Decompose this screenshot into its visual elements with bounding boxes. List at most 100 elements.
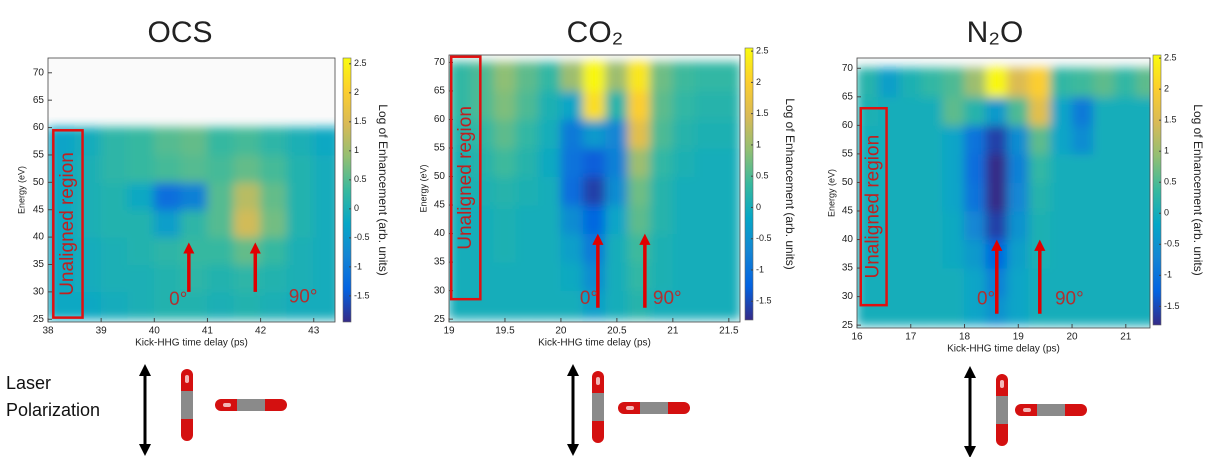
heatmap-cell — [649, 261, 674, 292]
y-tick-label: 45 — [33, 204, 45, 215]
heatmap-cell — [605, 176, 629, 206]
heatmap-cell — [1136, 67, 1150, 98]
x-tick-label: 20 — [555, 326, 567, 337]
heatmap — [48, 127, 335, 320]
heatmap-cell — [1114, 124, 1138, 155]
heatmap-cell — [180, 181, 208, 211]
heatmap-cell — [74, 236, 102, 265]
heatmap-cell — [582, 233, 607, 263]
heatmap-cell — [470, 261, 495, 292]
x-tick-label: 19.5 — [495, 326, 515, 337]
heatmap — [449, 61, 740, 320]
heatmap-cell — [921, 124, 944, 155]
y-tick-label: 40 — [842, 234, 854, 245]
heatmap-cell — [74, 181, 102, 211]
heatmap-cell — [260, 263, 288, 293]
heatmap-cell — [672, 233, 696, 263]
heatmap-cell — [560, 118, 584, 149]
x-tick-label: 21.5 — [719, 326, 739, 337]
heatmap-cell — [286, 209, 315, 238]
heatmap-cell — [515, 290, 540, 320]
heatmap-cell — [233, 291, 262, 320]
heatmap-cell — [538, 233, 562, 263]
heatmap-cell — [470, 290, 495, 320]
heatmap-cell — [286, 263, 315, 293]
heatmap-cell — [260, 291, 288, 320]
x-tick-label: 19 — [443, 326, 455, 337]
heatmap-cell — [717, 118, 740, 149]
colorbar-label: Log of Enhancement (arb. units) — [783, 98, 797, 269]
heatmap-cell — [127, 154, 155, 183]
y-tick-label: 55 — [434, 143, 446, 154]
colorbar-tick-label: -1 — [354, 261, 362, 271]
heatmap-cell — [605, 290, 629, 320]
region-box — [449, 55, 482, 301]
heatmap-cell — [206, 263, 235, 293]
heatmap-cell — [153, 291, 182, 320]
heatmap-cell — [313, 181, 335, 211]
heatmap-cell — [921, 239, 944, 269]
y-tick-label: 45 — [434, 200, 446, 211]
y-tick-label: 30 — [842, 291, 854, 302]
colorbar — [744, 47, 754, 321]
heatmap-cell — [1093, 153, 1116, 183]
heatmap-cell — [180, 209, 208, 238]
y-tick-label: 65 — [842, 91, 854, 102]
heatmap-cell — [449, 61, 472, 92]
heatmap-cell — [286, 154, 315, 183]
heatmap-cell — [1071, 210, 1095, 241]
x-axis-label: Kick-HHG time delay (ps) — [947, 344, 1060, 355]
heatmap-cell — [717, 261, 740, 292]
heatmap-cell — [627, 176, 651, 206]
y-tick-label: 40 — [434, 228, 446, 239]
heatmap-cell — [942, 67, 966, 98]
heatmap-cell — [857, 239, 880, 269]
heatmap-cell — [1007, 210, 1030, 241]
heatmap-cell — [605, 147, 629, 178]
heatmap-cell — [605, 118, 629, 149]
heatmap-cell — [1093, 124, 1116, 155]
heatmap-cell — [100, 291, 129, 320]
heatmap-cell — [672, 261, 696, 292]
heatmap-cell — [605, 204, 629, 235]
heatmap-cell — [515, 90, 540, 120]
y-tick-label: 50 — [33, 177, 45, 188]
heatmap-cell — [74, 154, 102, 183]
heatmap-cell — [857, 210, 880, 241]
region-box — [859, 106, 888, 307]
heatmap-cell — [1114, 67, 1138, 98]
colorbar-tick-label: -1 — [756, 264, 764, 274]
region-box — [52, 129, 84, 319]
heatmap-cell — [449, 204, 472, 235]
heatmap-cell — [1093, 210, 1116, 241]
heatmap-cell — [1028, 210, 1052, 241]
colorbar-tick-label: 1 — [756, 139, 761, 149]
y-tick-label: 30 — [33, 287, 45, 298]
colorbar-tick-label: 2.5 — [756, 46, 769, 56]
y-tick-label: 60 — [842, 120, 854, 131]
heatmap-cell — [153, 263, 182, 293]
heatmap-cell — [921, 153, 944, 183]
heatmap-cell — [1136, 296, 1150, 326]
heatmap-cell — [470, 61, 495, 92]
colorbar-tick-label: 0.5 — [354, 174, 367, 184]
y-tick-label: 35 — [434, 257, 446, 268]
heatmap-cell — [560, 61, 584, 92]
heatmap-cell — [717, 204, 740, 235]
heatmap-cell — [313, 127, 335, 156]
heatmap-cell — [127, 291, 155, 320]
heatmap-cell — [74, 127, 102, 156]
heatmap-cell — [672, 204, 696, 235]
heatmap-cell — [627, 290, 651, 320]
x-tick-label: 21 — [1120, 332, 1132, 343]
heatmap-cell — [964, 210, 987, 241]
colorbar-tick-label: -0.5 — [756, 233, 772, 243]
heatmap-cell — [582, 261, 607, 292]
heatmap-cell — [560, 261, 584, 292]
heatmap-cell — [127, 181, 155, 211]
heatmap-cell — [313, 263, 335, 293]
annotation: 0° — [580, 288, 598, 309]
heatmap-cell — [100, 181, 129, 211]
heatmap-cell — [878, 96, 901, 126]
y-tick-label: 45 — [842, 206, 854, 217]
